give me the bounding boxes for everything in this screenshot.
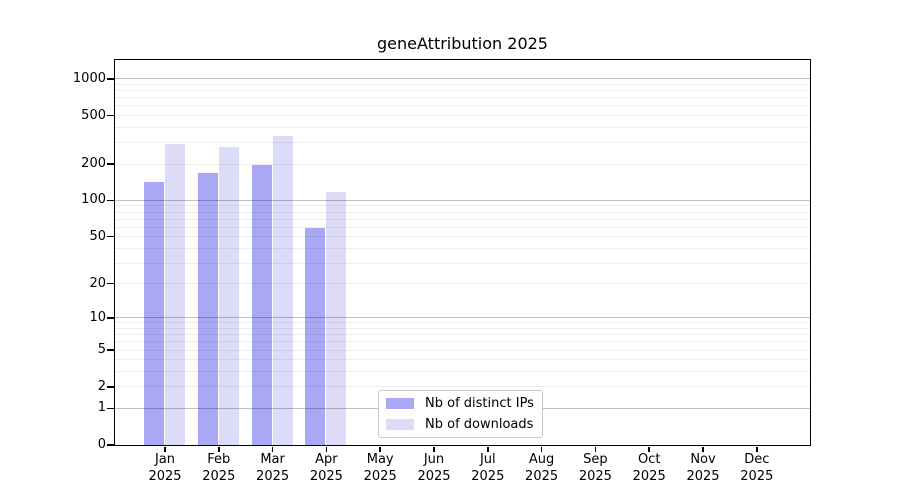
legend-label: Nb of downloads: [425, 416, 534, 432]
minor-gridline: [114, 84, 810, 85]
bar-distinct-ips-jan: [144, 181, 164, 445]
minor-gridline: [114, 105, 810, 107]
chart-title: geneAttribution 2025: [377, 34, 548, 53]
x-tick-label-apr: Apr 2025: [309, 452, 343, 484]
y-tick-mark: [107, 282, 114, 285]
bar-distinct-ips-mar: [251, 164, 272, 445]
x-tick-label-may: May 2025: [363, 452, 397, 484]
bar-downloads-apr: [326, 191, 347, 445]
y-tick-mark: [107, 114, 114, 117]
x-tick-mark: [540, 446, 543, 452]
x-tick-mark: [164, 446, 166, 452]
x-tick-mark: [487, 446, 489, 452]
bar-downloads-jan: [165, 143, 185, 445]
minor-gridline: [114, 163, 810, 165]
minor-gridline: [114, 386, 810, 388]
x-tick-label-nov: Nov 2025: [686, 452, 720, 484]
bars-layer: [115, 60, 810, 445]
legend-entry-distinct-ips: Nb of distinct IPs: [386, 395, 535, 413]
minor-gridline: [114, 205, 810, 207]
minor-gridline: [114, 126, 810, 128]
x-tick-mark: [271, 446, 274, 452]
y-tick-label: 20: [89, 275, 106, 291]
y-tick-mark: [107, 444, 114, 446]
minor-gridline: [114, 142, 810, 144]
y-tick-label: 10: [89, 309, 106, 325]
y-tick-mark: [107, 78, 114, 80]
legend-swatch-icon: [386, 398, 414, 410]
x-tick-mark: [379, 446, 381, 452]
x-tick-label-oct: Oct 2025: [632, 452, 666, 484]
x-tick-mark: [648, 446, 650, 452]
y-tick-label: 2: [97, 378, 106, 394]
minor-gridline: [114, 371, 810, 373]
minor-gridline: [114, 262, 810, 264]
minor-gridline: [114, 236, 810, 238]
y-tick-label: 50: [89, 228, 106, 244]
major-gridline: [114, 317, 810, 319]
minor-gridline: [114, 211, 810, 213]
x-tick-label-aug: Aug 2025: [525, 452, 559, 484]
bar-downloads-feb: [218, 146, 239, 445]
minor-gridline: [114, 115, 810, 117]
x-tick-label-jul: Jul 2025: [471, 452, 505, 484]
bar-downloads-mar: [272, 135, 293, 445]
minor-gridline: [114, 334, 810, 336]
y-tick-mark: [107, 349, 114, 351]
x-tick-mark: [325, 446, 328, 452]
gridlines-layer: [114, 60, 810, 445]
x-tick-label-jun: Jun 2025: [417, 452, 451, 484]
minor-gridline: [114, 359, 810, 361]
legend-label: Nb of distinct IPs: [425, 396, 534, 412]
x-tick-mark: [702, 446, 704, 452]
minor-gridline: [114, 226, 810, 228]
major-gridline: [114, 199, 810, 201]
y-tick-mark: [107, 163, 114, 165]
legend-entry-downloads: Nb of downloads: [386, 416, 535, 434]
x-tick-mark: [594, 446, 597, 452]
y-tick-label: 200: [81, 156, 106, 171]
y-tick-mark: [107, 317, 114, 319]
x-tick-mark: [756, 446, 758, 452]
y-tick-mark: [107, 235, 114, 238]
y-tick-mark: [107, 386, 114, 388]
minor-gridline: [114, 341, 810, 343]
y-tick-mark: [107, 199, 114, 202]
y-tick-label: 500: [81, 107, 106, 123]
x-tick-mark: [433, 446, 435, 452]
plot-area: [113, 58, 811, 446]
x-tick-label-jan: Jan 2025: [148, 452, 182, 484]
bar-distinct-ips-apr: [305, 227, 326, 445]
minor-gridline: [114, 97, 810, 99]
major-gridline: [114, 78, 810, 80]
minor-gridline: [114, 90, 810, 92]
x-tick-label-mar: Mar 2025: [256, 452, 290, 484]
x-tick-label-feb: Feb 2025: [202, 452, 236, 484]
minor-gridline: [114, 283, 810, 285]
minor-gridline: [114, 349, 810, 351]
legend-swatch-icon: [386, 418, 414, 430]
minor-gridline: [114, 328, 810, 330]
minor-gridline: [114, 247, 810, 249]
x-tick-label-dec: Dec 2025: [740, 452, 774, 484]
bar-distinct-ips-feb: [197, 173, 218, 445]
y-tick-label: 1: [97, 400, 106, 416]
y-tick-label: 0: [97, 437, 106, 452]
minor-gridline: [114, 322, 810, 324]
y-tick-mark: [107, 407, 114, 410]
y-tick-label: 1000: [72, 70, 106, 86]
x-tick-label-sep: Sep 2025: [578, 452, 612, 484]
x-tick-mark: [218, 446, 220, 452]
legend: Nb of distinct IPs Nb of downloads: [378, 390, 543, 438]
minor-gridline: [114, 218, 810, 220]
y-tick-label: 100: [81, 192, 106, 208]
y-tick-label: 5: [97, 342, 106, 358]
